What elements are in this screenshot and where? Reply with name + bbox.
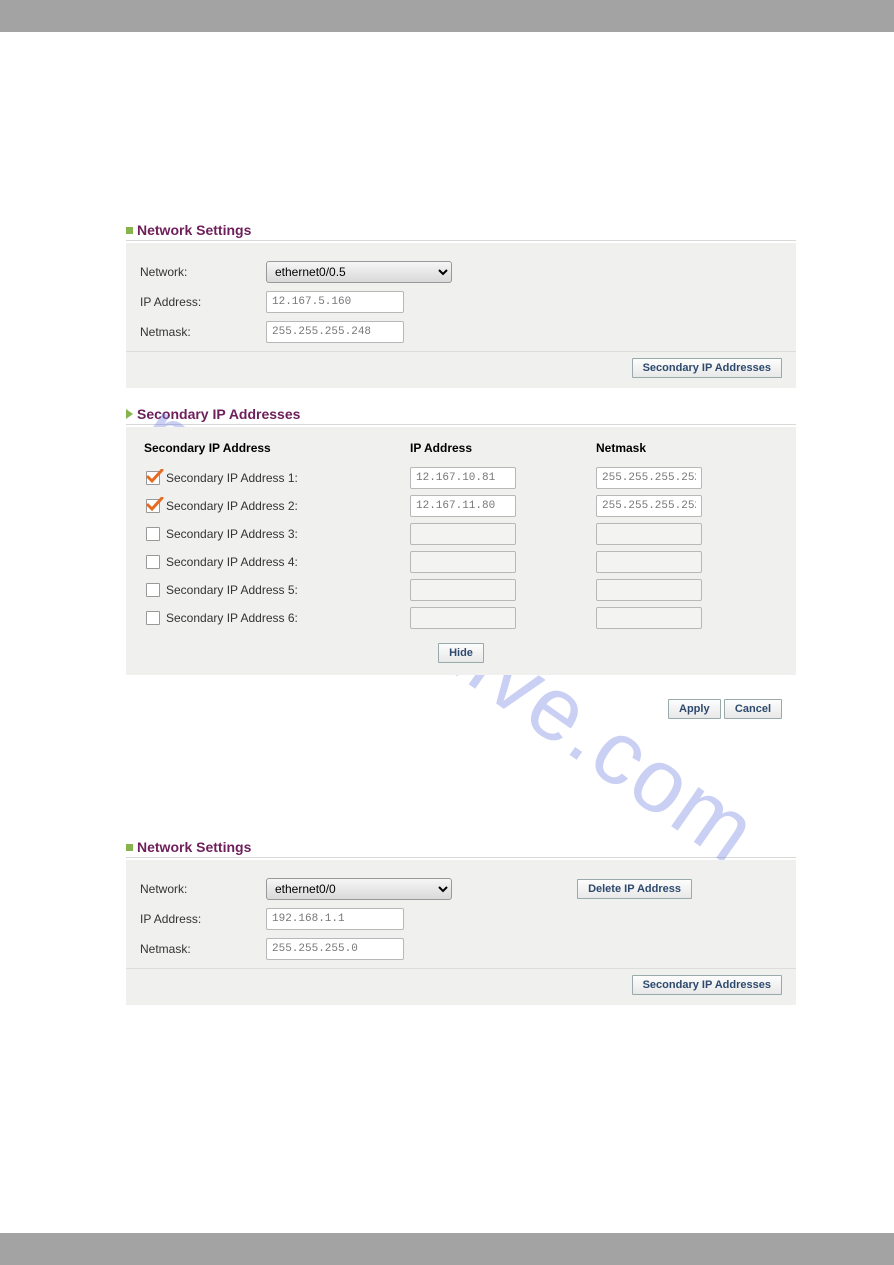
secondary-mask-input[interactable] — [596, 523, 702, 545]
ip-input-2[interactable] — [266, 908, 404, 930]
secondary-row: Secondary IP Address 5: — [140, 579, 782, 601]
secondary-row: Secondary IP Address 3: — [140, 523, 782, 545]
panel-secondary: Secondary IP Address IP Address Netmask … — [126, 427, 796, 675]
cancel-button[interactable]: Cancel — [724, 699, 782, 719]
secondary-label: Secondary IP Address 1: — [166, 471, 410, 485]
secondary-checkbox[interactable] — [146, 527, 160, 541]
secondary-label: Secondary IP Address 2: — [166, 499, 410, 513]
panel-network-2: Network: ethernet0/0 Delete IP Address I… — [126, 860, 796, 1005]
label-ip-2: IP Address: — [140, 912, 266, 926]
secondary-ip-input[interactable] — [410, 551, 516, 573]
panel-network-1: Network: ethernet0/0.5 IP Address: Netma… — [126, 243, 796, 388]
network-select-2[interactable]: ethernet0/0 — [266, 878, 452, 900]
secondary-checkbox[interactable] — [146, 611, 160, 625]
secondary-row: Secondary IP Address 1: — [140, 467, 782, 489]
netmask-input-2[interactable] — [266, 938, 404, 960]
secondary-ip-input[interactable] — [410, 523, 516, 545]
secondary-mask-input[interactable] — [596, 467, 702, 489]
hide-button[interactable]: Hide — [438, 643, 484, 663]
secondary-checkbox[interactable] — [146, 555, 160, 569]
secondary-label: Secondary IP Address 4: — [166, 555, 410, 569]
secondary-mask-input[interactable] — [596, 495, 702, 517]
secondary-label: Secondary IP Address 6: — [166, 611, 410, 625]
secondary-ip-button-1[interactable]: Secondary IP Addresses — [632, 358, 782, 378]
delete-ip-button[interactable]: Delete IP Address — [577, 879, 692, 899]
secondary-ip-input[interactable] — [410, 495, 516, 517]
secondary-mask-input[interactable] — [596, 551, 702, 573]
apply-button[interactable]: Apply — [668, 699, 721, 719]
section-title-network-2: Network Settings — [137, 839, 251, 855]
bullet-square-icon — [126, 844, 133, 851]
secondary-mask-input[interactable] — [596, 579, 702, 601]
secondary-checkbox[interactable] — [146, 583, 160, 597]
secondary-ip-input[interactable] — [410, 607, 516, 629]
secondary-row: Secondary IP Address 6: — [140, 607, 782, 629]
label-netmask-1: Netmask: — [140, 325, 266, 339]
secondary-mask-input[interactable] — [596, 607, 702, 629]
secondary-ip-input[interactable] — [410, 579, 516, 601]
secondary-row: Secondary IP Address 2: — [140, 495, 782, 517]
secondary-checkbox[interactable] — [146, 499, 160, 513]
secondary-ip-button-2[interactable]: Secondary IP Addresses — [632, 975, 782, 995]
label-netmask-2: Netmask: — [140, 942, 266, 956]
col-head-ip: IP Address — [410, 441, 596, 455]
secondary-row: Secondary IP Address 4: — [140, 551, 782, 573]
bullet-square-icon — [126, 227, 133, 234]
ip-input-1[interactable] — [266, 291, 404, 313]
section-header-secondary: Secondary IP Addresses — [126, 406, 796, 425]
secondary-ip-input[interactable] — [410, 467, 516, 489]
netmask-input-1[interactable] — [266, 321, 404, 343]
section-title-network-1: Network Settings — [137, 222, 251, 238]
section-header-network-1: Network Settings — [126, 222, 796, 241]
secondary-checkbox[interactable] — [146, 471, 160, 485]
secondary-label: Secondary IP Address 5: — [166, 583, 410, 597]
section-header-network-2: Network Settings — [126, 839, 796, 858]
bullet-triangle-icon — [126, 409, 133, 419]
secondary-label: Secondary IP Address 3: — [166, 527, 410, 541]
label-ip-1: IP Address: — [140, 295, 266, 309]
network-select-1[interactable]: ethernet0/0.5 — [266, 261, 452, 283]
col-head-addr: Secondary IP Address — [140, 441, 410, 455]
label-network-1: Network: — [140, 265, 266, 279]
label-network-2: Network: — [140, 882, 266, 896]
section-title-secondary: Secondary IP Addresses — [137, 406, 300, 422]
col-head-mask: Netmask — [596, 441, 736, 455]
